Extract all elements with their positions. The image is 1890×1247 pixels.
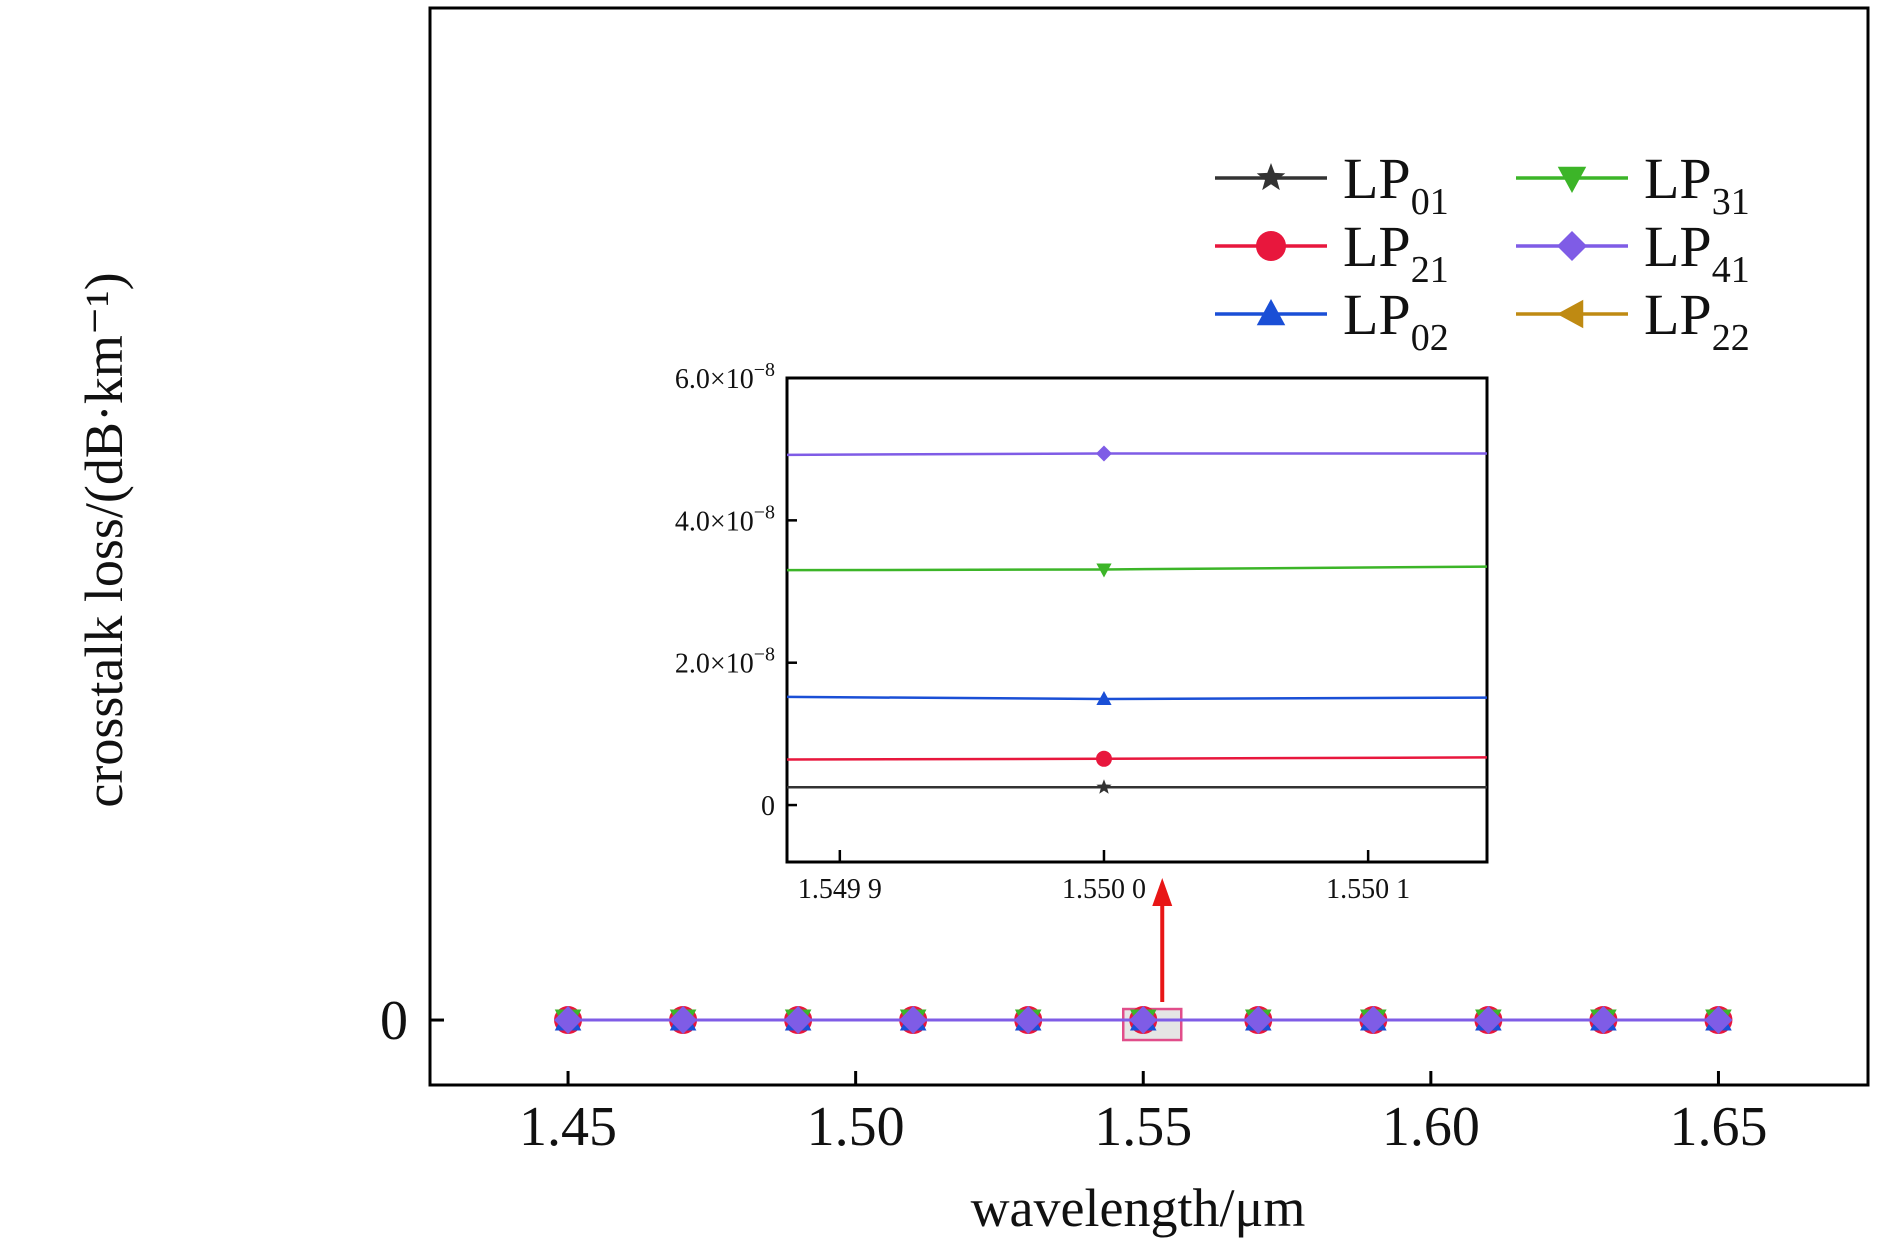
inset-series-line-lp41 [786, 452, 1487, 457]
x-tick-label: 1.55 [1094, 1096, 1192, 1158]
inset-x-tick-label: 1.550 1 [1326, 874, 1410, 905]
data-point-lp41 [1359, 1006, 1388, 1035]
main-plot-frame [428, 6, 1870, 1087]
y-axis-title: crosstalk loss/(dB·km⁻¹) [74, 272, 134, 807]
x-tick-label: 1.65 [1669, 1096, 1767, 1158]
legend-label-lp41: LP41 [1644, 214, 1750, 291]
inset-data-point-lp21 [1095, 750, 1112, 767]
legend-marker-lp21 [1256, 231, 1286, 261]
data-point-lp41 [1129, 1006, 1158, 1035]
data-point-lp41 [1474, 1006, 1503, 1035]
inset-y-tick-label: 6.0×10−8 [675, 359, 775, 395]
legend-marker-lp41 [1557, 231, 1587, 261]
inset-data-point-lp02 [1096, 691, 1112, 706]
x-tick-label: 1.50 [807, 1096, 905, 1158]
legend-label-lp31: LP31 [1644, 146, 1750, 223]
inset-x-tick-label: 1.549 9 [798, 874, 882, 905]
inset-y-tick-label: 0 [761, 791, 775, 822]
x-tick-label: 1.60 [1382, 1096, 1480, 1158]
inset-data-point-lp31 [1096, 563, 1112, 578]
legend-label-lp02: LP02 [1343, 282, 1449, 359]
legend-marker-lp02 [1256, 299, 1286, 326]
main-grid-layer: 01.0×10−42.0×10−43.0×10−44.0×10−45.0×10−… [380, 6, 1870, 1158]
x-tick-label: 1.45 [519, 1096, 617, 1158]
inset-plot: 0 2.0×10−8 4.0×10−8 6.0×10−8 1.549 9 1.550 0 1… [675, 359, 1489, 905]
inset-x-tick-label: 1.550 0 [1062, 874, 1146, 905]
legend-label-lp01: LP01 [1343, 146, 1449, 223]
data-point-lp41 [669, 1006, 698, 1035]
legend-label-lp21: LP21 [1343, 214, 1449, 291]
legend-marker-lp01 [1256, 163, 1286, 191]
x-axis-title: wavelength/μm [971, 1178, 1306, 1238]
legend-label-lp22: LP22 [1644, 282, 1750, 359]
data-point-lp41 [784, 1006, 813, 1035]
inset-frame [785, 376, 1489, 864]
legend-marker-lp22 [1557, 299, 1584, 329]
data-point-lp41 [1244, 1006, 1273, 1035]
legend-marker-lp31 [1557, 166, 1587, 193]
inset-data-point-lp41 [1095, 445, 1112, 462]
inset-y-tick-label: 2.0×10−8 [675, 644, 775, 680]
data-point-lp41 [1014, 1006, 1043, 1035]
data-point-lp41 [1589, 1006, 1618, 1035]
data-point-lp41 [554, 1006, 583, 1035]
inset-data-point-lp01 [1096, 779, 1112, 794]
inset-y-tick-label: 4.0×10−8 [675, 501, 775, 537]
data-point-lp41 [899, 1006, 928, 1035]
data-point-lp41 [1704, 1006, 1733, 1035]
y-tick-label: 0 [380, 990, 408, 1052]
zoom-arrow-head [1152, 878, 1173, 906]
